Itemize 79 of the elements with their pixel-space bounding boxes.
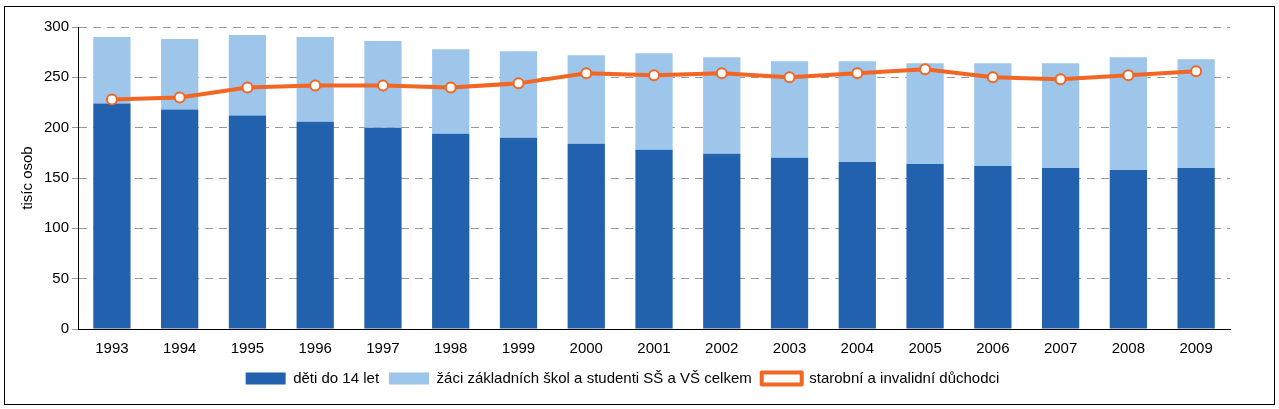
point <box>783 71 796 84</box>
legend-label: žáci základních škol a studenti SŠ a VŠ celkem <box>436 368 752 386</box>
x-tick-label: 2004 <box>840 339 874 357</box>
bar <box>93 37 131 104</box>
bar <box>499 51 538 138</box>
point <box>241 81 254 94</box>
bar <box>1041 167 1080 329</box>
x-tick-label: 2008 <box>1111 339 1146 357</box>
bar <box>364 127 402 329</box>
y-tick-label: 150 <box>44 168 70 186</box>
bar <box>93 103 131 329</box>
x-tick-label: 1999 <box>501 339 536 357</box>
y-tick-label: 300 <box>44 17 70 35</box>
point <box>512 77 525 90</box>
x-tick-label: 1993 <box>95 339 129 357</box>
x-tick-label: 1996 <box>298 339 332 357</box>
x-tick-label: 2006 <box>976 339 1010 357</box>
point <box>309 79 322 92</box>
point <box>919 63 932 76</box>
legend-label: starobní a invalidní důchodci <box>809 368 1000 386</box>
x-tick-label: 1998 <box>434 339 468 357</box>
bar <box>838 161 876 329</box>
bar <box>1177 59 1215 168</box>
x-tick-label: 1995 <box>230 339 265 357</box>
bar <box>567 55 605 144</box>
point <box>580 67 593 80</box>
point <box>1122 69 1135 82</box>
bar <box>296 121 334 329</box>
bar <box>1041 63 1080 168</box>
x-tick-label: 1997 <box>366 339 400 357</box>
point <box>851 67 864 80</box>
point <box>376 79 389 92</box>
point <box>715 67 728 80</box>
bar <box>906 163 944 329</box>
point <box>105 93 118 106</box>
point <box>1190 65 1203 78</box>
bar <box>432 49 470 134</box>
legend-label: děti do 14 let <box>293 368 380 386</box>
point <box>1054 73 1067 86</box>
bar <box>499 137 538 329</box>
bar <box>228 35 267 116</box>
point <box>648 69 661 82</box>
y-tick-label: 100 <box>44 218 70 236</box>
x-tick-label: 2007 <box>1043 339 1078 357</box>
bar <box>974 165 1012 329</box>
y-tick-label: 200 <box>44 117 70 135</box>
x-tick-label: 1994 <box>162 339 197 357</box>
x-tick-label: 2000 <box>569 339 603 357</box>
bar <box>161 109 199 329</box>
point <box>444 81 457 94</box>
bar <box>432 133 470 329</box>
bar <box>906 63 944 164</box>
bar <box>703 153 741 329</box>
bar <box>1109 169 1147 329</box>
y-tick-label: 50 <box>52 268 70 286</box>
x-tick-label: 2003 <box>772 339 807 357</box>
bar <box>567 143 605 329</box>
bar <box>296 37 334 122</box>
y-tick-label: 0 <box>60 319 70 337</box>
bar <box>974 63 1012 166</box>
x-tick-label: 2009 <box>1179 339 1213 357</box>
bar <box>838 61 876 162</box>
point <box>986 71 999 84</box>
bar <box>364 41 402 128</box>
bar <box>703 57 741 154</box>
bar <box>1177 167 1215 329</box>
bar <box>1109 57 1147 170</box>
x-tick-label: 2001 <box>637 339 671 357</box>
bar <box>228 115 267 329</box>
point <box>173 91 186 104</box>
x-tick-label: 2002 <box>705 339 739 357</box>
bar <box>161 39 199 110</box>
bar <box>635 53 673 150</box>
bar <box>770 61 809 158</box>
bar <box>770 157 809 329</box>
x-tick-label: 2005 <box>908 339 942 357</box>
bar <box>635 149 673 329</box>
y-tick-label: 250 <box>44 67 70 85</box>
y-axis-title: tisíc osob <box>18 146 36 210</box>
